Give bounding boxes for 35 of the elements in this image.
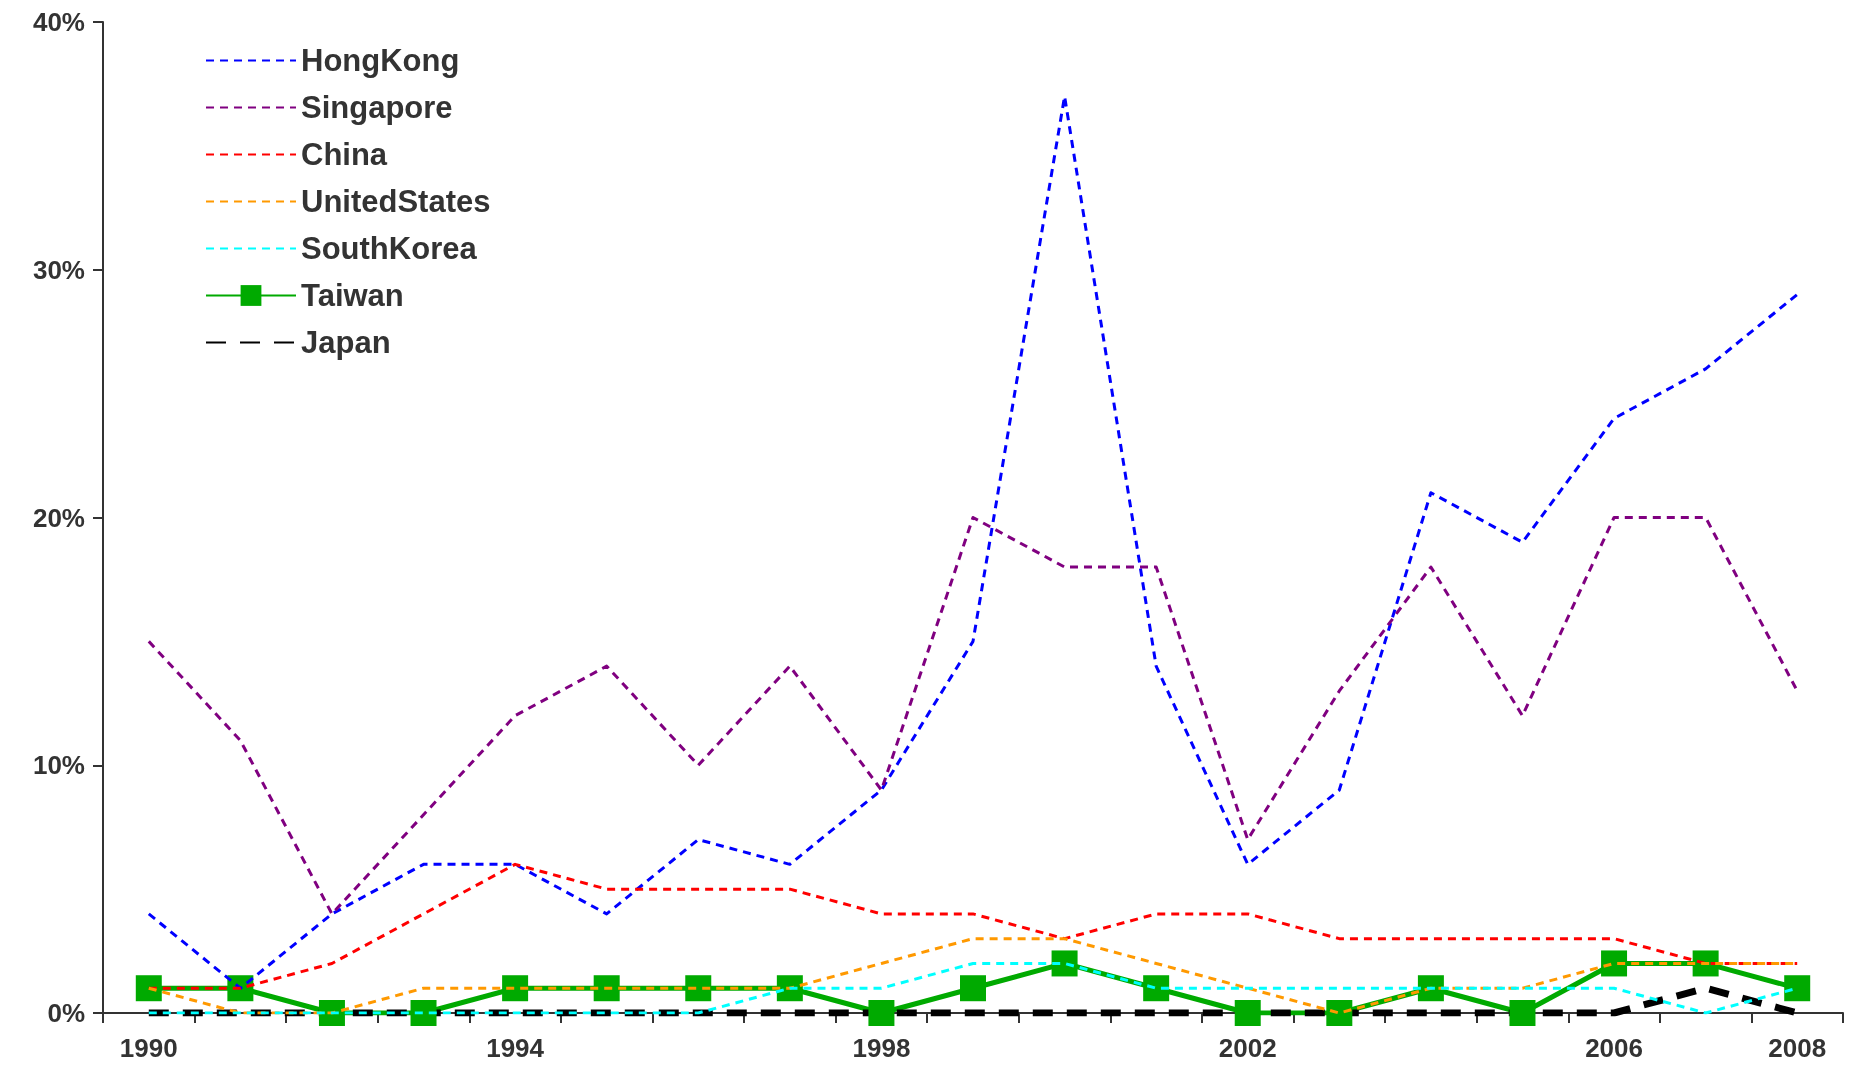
point: [593, 975, 620, 1002]
point: [1417, 975, 1444, 1002]
point: [1784, 975, 1811, 1002]
y-tick-label: 0%: [47, 998, 85, 1028]
point: [1143, 975, 1170, 1002]
legend-label: China: [301, 137, 388, 172]
point: [135, 975, 162, 1002]
x-tick-label: 1990: [119, 1033, 178, 1063]
point: [318, 1000, 345, 1026]
x-tick-label: 2008: [1768, 1033, 1827, 1063]
point: [868, 1000, 895, 1026]
legend-label: Singapore: [301, 90, 453, 125]
legend-label: UnitedStates: [301, 184, 491, 219]
point: [685, 975, 712, 1002]
legend-label: HongKong: [301, 43, 460, 78]
point: [502, 975, 529, 1002]
line-series: [147, 516, 1799, 916]
point: [960, 975, 986, 1002]
y-tick-label: 10%: [32, 750, 85, 781]
point: [1234, 1000, 1261, 1026]
x-tick-label: 1994: [486, 1033, 545, 1063]
point: [410, 1000, 437, 1026]
x-tick-label: 1998: [852, 1033, 911, 1063]
legend-label: Taiwan: [301, 278, 404, 313]
y-tick-label: 40%: [32, 7, 85, 37]
x-tick-label: 2002: [1218, 1033, 1277, 1063]
y-tick-label: 20%: [32, 502, 85, 533]
x-tick-label: 2006: [1585, 1033, 1643, 1063]
point: [1601, 950, 1628, 977]
point: [1326, 1000, 1353, 1026]
point: [1051, 950, 1078, 977]
legend-label: SouthKorea: [301, 231, 478, 266]
legend-label: Japan: [301, 325, 391, 360]
y-tick-label: 30%: [32, 254, 85, 285]
point: [1509, 1000, 1536, 1026]
